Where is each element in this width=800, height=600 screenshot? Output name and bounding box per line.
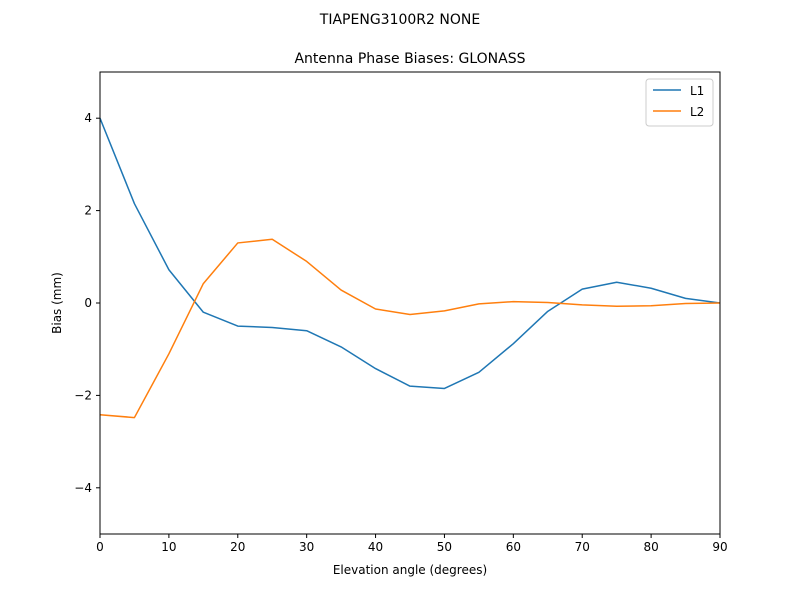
legend-label-l1: L1	[690, 84, 704, 98]
x-tick-label: 20	[230, 540, 245, 554]
plot-frame	[99, 71, 721, 535]
series-line-l2	[99, 238, 721, 419]
x-tick-label: 60	[506, 540, 521, 554]
x-axis-label: Elevation angle (degrees)	[333, 563, 487, 577]
x-tick-label: 10	[161, 540, 176, 554]
legend: L1 L2	[645, 78, 714, 127]
axis-ticks: 0 10 20 30 40 50 60 70 80 90 −4 −2 0 2 4	[74, 111, 727, 554]
y-tick-label: −2	[74, 388, 92, 402]
plot-area	[99, 117, 721, 419]
x-tick-label: 0	[96, 540, 104, 554]
x-tick-label: 80	[643, 540, 658, 554]
x-tick-label: 50	[437, 540, 452, 554]
y-tick-label: 2	[84, 204, 92, 218]
y-axis-label: Bias (mm)	[50, 272, 64, 334]
y-tick-label: −4	[74, 481, 92, 495]
chart-title: Antenna Phase Biases: GLONASS	[294, 51, 525, 67]
x-tick-label: 70	[575, 540, 590, 554]
x-tick-label: 30	[299, 540, 314, 554]
figure-suptitle: TIAPENG3100R2 NONE	[319, 12, 480, 28]
legend-label-l2: L2	[690, 105, 704, 119]
series-line-l1	[99, 117, 721, 390]
y-tick-label: 0	[84, 296, 92, 310]
x-tick-label: 90	[712, 540, 727, 554]
y-tick-label: 4	[84, 111, 92, 125]
x-tick-label: 40	[368, 540, 383, 554]
